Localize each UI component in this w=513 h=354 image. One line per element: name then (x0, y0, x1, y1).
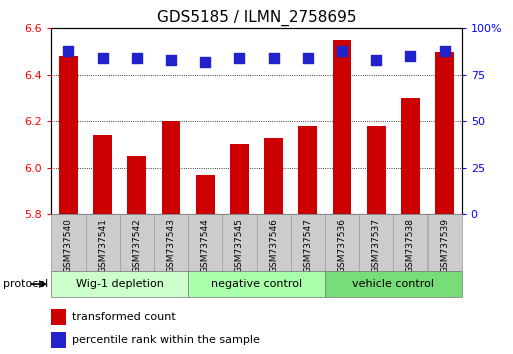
Text: GSM737546: GSM737546 (269, 218, 278, 273)
Point (406, 53, 415, 59)
Point (235, 55, 244, 61)
Text: vehicle control: vehicle control (352, 279, 435, 289)
Bar (51, 309, 66, 325)
Bar (332, 40, 351, 214)
Bar (325, 214, 359, 271)
Bar (230, 144, 249, 214)
Text: GSM737540: GSM737540 (64, 218, 73, 273)
Point (269, 55, 278, 61)
Bar (427, 214, 462, 271)
Point (133, 55, 141, 61)
Text: GSM737547: GSM737547 (303, 218, 312, 273)
Bar (401, 98, 420, 214)
Bar (367, 126, 386, 214)
Text: transformed count: transformed count (72, 312, 175, 322)
Bar (154, 214, 188, 271)
Bar (188, 271, 325, 297)
Bar (51, 332, 66, 348)
Bar (264, 137, 283, 214)
Text: Wig-1 depletion: Wig-1 depletion (76, 279, 164, 289)
Text: GSM737542: GSM737542 (132, 218, 141, 273)
Bar (93, 135, 112, 214)
Bar (120, 214, 154, 271)
Text: GSM737544: GSM737544 (201, 218, 210, 273)
Bar (359, 214, 393, 271)
Text: percentile rank within the sample: percentile rank within the sample (72, 335, 260, 346)
Title: GDS5185 / ILMN_2758695: GDS5185 / ILMN_2758695 (157, 9, 356, 25)
Text: protocol: protocol (3, 279, 48, 289)
Bar (127, 156, 146, 214)
Point (338, 48, 346, 53)
Bar (325, 271, 462, 297)
Bar (256, 214, 291, 271)
Bar (291, 214, 325, 271)
Bar (86, 214, 120, 271)
Bar (51, 271, 188, 297)
Bar (393, 214, 427, 271)
Text: GSM737541: GSM737541 (98, 218, 107, 273)
Bar (222, 214, 256, 271)
Point (167, 57, 175, 63)
Text: GSM737545: GSM737545 (235, 218, 244, 273)
Point (372, 57, 380, 63)
Bar (196, 175, 214, 214)
Text: GSM737539: GSM737539 (440, 218, 449, 273)
Text: negative control: negative control (211, 279, 302, 289)
Text: GSM737543: GSM737543 (167, 218, 175, 273)
Bar (188, 214, 222, 271)
Point (304, 55, 312, 61)
Text: GSM737538: GSM737538 (406, 218, 415, 273)
Bar (51, 214, 86, 271)
Bar (435, 52, 454, 214)
Point (98, 55, 107, 61)
Point (201, 59, 209, 65)
Text: GSM737537: GSM737537 (372, 218, 381, 273)
Bar (299, 126, 317, 214)
Bar (162, 121, 181, 214)
Point (441, 48, 449, 53)
Text: GSM737536: GSM737536 (338, 218, 346, 273)
Point (64, 48, 72, 53)
Bar (59, 56, 78, 214)
